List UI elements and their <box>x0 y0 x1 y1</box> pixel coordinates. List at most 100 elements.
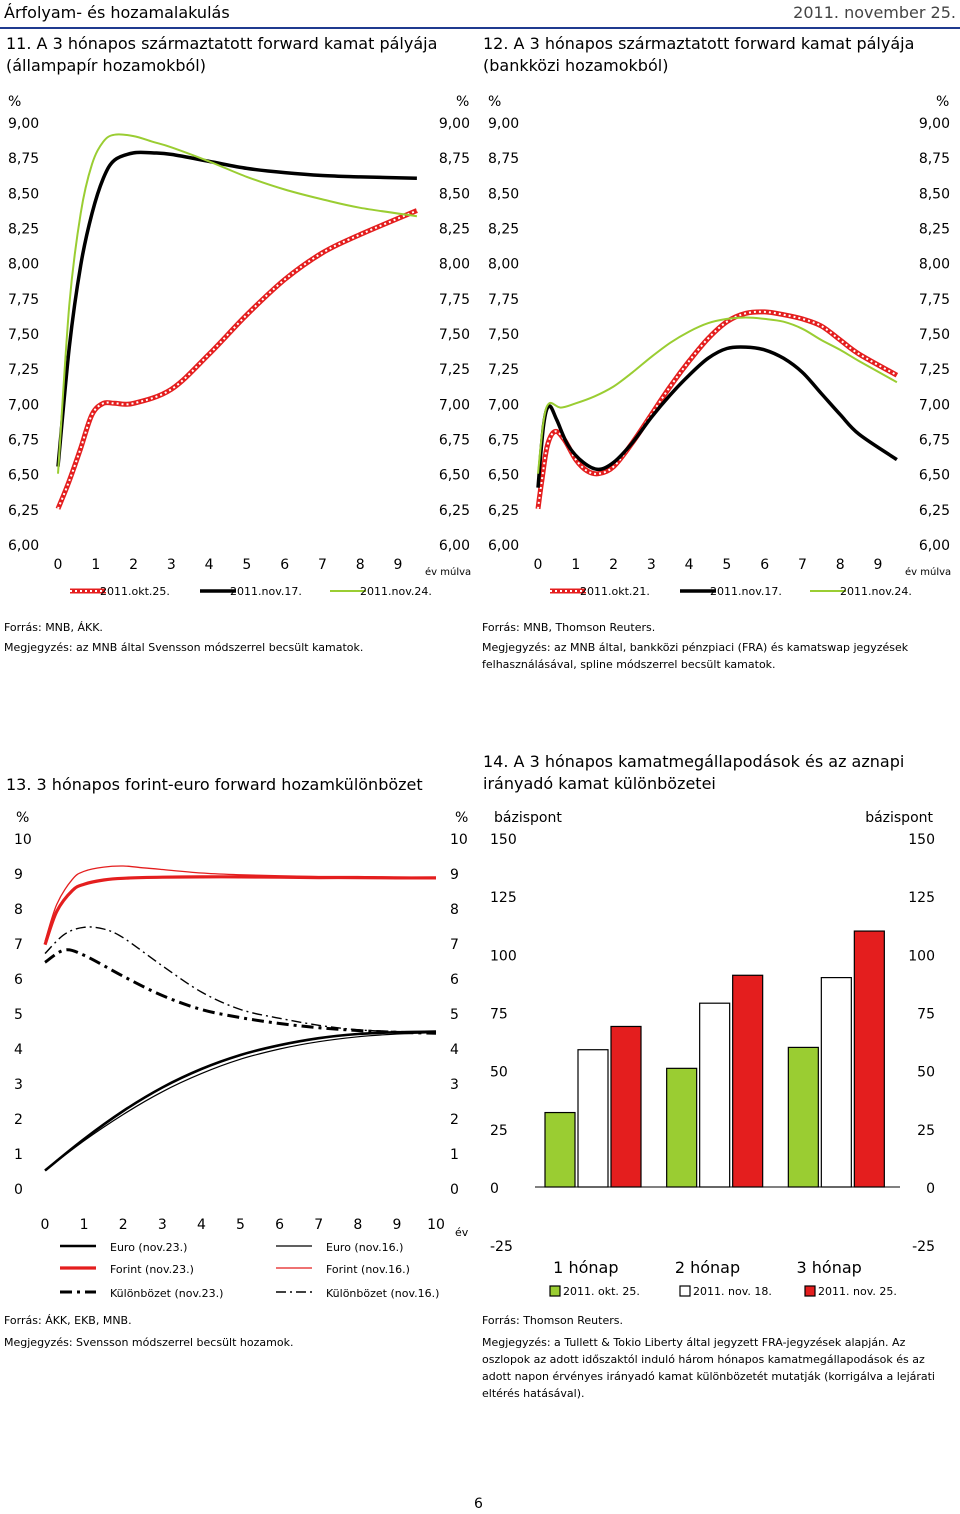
x-tick: 9 <box>392 1217 401 1233</box>
y-tick-left: 6,25 <box>8 503 39 519</box>
x-axis-label: év múlva <box>905 566 951 578</box>
chart-11-note: Megjegyzés: az MNB által Svensson módsze… <box>4 641 364 654</box>
y-tick-left: 10 <box>14 832 32 848</box>
y-tick-right: 50 <box>917 1065 935 1081</box>
y-tick-left: 6,50 <box>8 468 39 484</box>
y-tick-left: 7,50 <box>488 327 519 343</box>
series-line-Forint (nov.23.) <box>43 875 437 946</box>
x-tick: 9 <box>874 557 883 573</box>
x-tick: 3 <box>158 1217 167 1233</box>
legend-label: Különbözet (nov.23.) <box>110 1287 223 1300</box>
y-tick-left: 6,50 <box>488 468 519 484</box>
y-tick-left: 7,00 <box>8 397 39 413</box>
y-tick-left: 75 <box>490 1007 508 1023</box>
y-tick-right: 8,75 <box>439 151 470 167</box>
x-tick: 2 <box>609 557 618 573</box>
y-tick-left: -25 <box>490 1239 513 1255</box>
x-tick: 3 <box>647 557 656 573</box>
y-unit-right: % <box>456 94 469 110</box>
y-tick-right: 8 <box>450 902 459 918</box>
page-number: 6 <box>474 1496 483 1512</box>
legend-label: Forint (nov.23.) <box>110 1263 194 1276</box>
y-tick-left: 125 <box>490 890 517 906</box>
x-tick: 2 <box>119 1217 128 1233</box>
bar-2011. nov. 18.-1 hónap <box>577 1049 609 1188</box>
bar-2011. nov. 18.-3 hónap <box>820 977 852 1188</box>
chart-13: % %10 109 98 87 76 65 54 43 32 21 10 00 1 2 3 4 5 6 7 8 9 10 év… <box>14 810 469 1300</box>
x-tick: 0 <box>54 557 63 573</box>
y-tick-right: 6,75 <box>439 433 470 449</box>
y-tick-left: 6,75 <box>488 433 519 449</box>
y-tick-right: 7,25 <box>439 362 470 378</box>
y-tick-left: 8 <box>14 902 23 918</box>
x-tick: 0 <box>534 557 543 573</box>
y-tick-left: 8,25 <box>8 222 39 238</box>
series-line-2011.nov.24. <box>537 316 898 474</box>
y-tick-right: 6,25 <box>919 503 950 519</box>
y-tick-right: 150 <box>908 832 935 848</box>
y-tick-left: 8,00 <box>488 257 519 273</box>
legend-label: 2011.okt.25. <box>100 585 170 598</box>
y-tick-left: 50 <box>490 1065 508 1081</box>
series-line-Euro (nov.16.) <box>44 1032 437 1171</box>
chart-12-source: Forrás: MNB, Thomson Reuters. <box>482 621 656 634</box>
y-tick-left: 0 <box>490 1181 499 1197</box>
y-tick-right: 9,00 <box>919 116 950 132</box>
chart-11: % % 9,00 9,00 8,75 8,75 8,50 8,50 8,25 8,25 8,00 8,… <box>8 94 471 598</box>
series-line-2011.okt.21. <box>535 309 899 510</box>
chart-11-source: Forrás: MNB, ÁKK. <box>4 621 103 634</box>
y-tick-right: 8,50 <box>439 186 470 202</box>
y-tick-right: 7,25 <box>919 362 950 378</box>
x-tick: 8 <box>836 557 845 573</box>
y-tick-right: 6,25 <box>439 503 470 519</box>
legend-label: 2011.nov.24. <box>360 585 432 598</box>
y-tick-left: 7,75 <box>488 292 519 308</box>
chart-14: bázispont bázispont 150 150 125 125 100 100 75 75… <box>490 810 935 1298</box>
legend-swatch-2011. nov. 25. <box>804 1285 816 1297</box>
y-tick-right: -25 <box>912 1239 935 1255</box>
x-category-label: 2 hónap <box>675 1258 740 1277</box>
y-tick-left: 8,00 <box>8 257 39 273</box>
x-tick: 4 <box>197 1217 206 1233</box>
y-tick-right: 0 <box>926 1181 935 1197</box>
chart-12-title: 12. A 3 hónapos származtatott forward ka… <box>483 34 915 75</box>
y-tick-right: 2 <box>450 1112 459 1128</box>
y-tick-left: 4 <box>14 1042 23 1058</box>
x-tick: 8 <box>353 1217 362 1233</box>
bar-2011. nov. 25.-3 hónap <box>853 930 885 1188</box>
legend-label: 2011. nov. 18. <box>693 1285 772 1298</box>
x-tick: 6 <box>280 557 289 573</box>
x-axis-label: év <box>455 1226 469 1239</box>
y-tick-right: 25 <box>917 1123 935 1139</box>
legend-label: 2011. nov. 25. <box>818 1285 897 1298</box>
y-tick-left: 100 <box>490 948 517 964</box>
y-tick-right: 10 <box>450 832 468 848</box>
y-tick-left: 5 <box>14 1007 23 1023</box>
y-tick-right: 6,00 <box>439 538 470 554</box>
x-tick: 10 <box>427 1217 445 1233</box>
series-line-Euro (nov.23.) <box>44 1030 437 1172</box>
legend-label: Euro (nov.16.) <box>326 1241 403 1254</box>
y-tick-right: 6 <box>450 972 459 988</box>
y-tick-left: 8,50 <box>488 186 519 202</box>
chart-13-source: Forrás: ÁKK, EKB, MNB. <box>4 1314 132 1327</box>
series-line-Különbözet (nov.23.) <box>44 948 437 1035</box>
x-tick: 4 <box>205 557 214 573</box>
chart-14-title: 14. A 3 hónapos kamatmegállapodások és a… <box>483 752 905 793</box>
x-tick: 5 <box>236 1217 245 1233</box>
series-line-2011.okt.25. <box>55 208 418 510</box>
chart-12-note: Megjegyzés: az MNB által, bankközi pénzp… <box>482 641 909 671</box>
y-tick-right: 4 <box>450 1042 459 1058</box>
y-tick-left: 3 <box>14 1077 23 1093</box>
header-left: Árfolyam- és hozamalakulás <box>4 3 230 22</box>
y-unit-left: bázispont <box>494 810 562 826</box>
series-line-Forint (nov.16.) <box>44 865 437 942</box>
y-tick-right: 7,50 <box>919 327 950 343</box>
series-line-Különbözet (nov.16.) <box>44 926 437 1034</box>
x-tick: 1 <box>91 557 100 573</box>
y-tick-left: 0 <box>14 1182 23 1198</box>
chart-11-title: 11. A 3 hónapos származtatott forward ka… <box>6 34 438 75</box>
header-divider <box>0 27 960 29</box>
y-unit-right: % <box>455 810 468 826</box>
y-tick-left: 9 <box>14 867 23 883</box>
